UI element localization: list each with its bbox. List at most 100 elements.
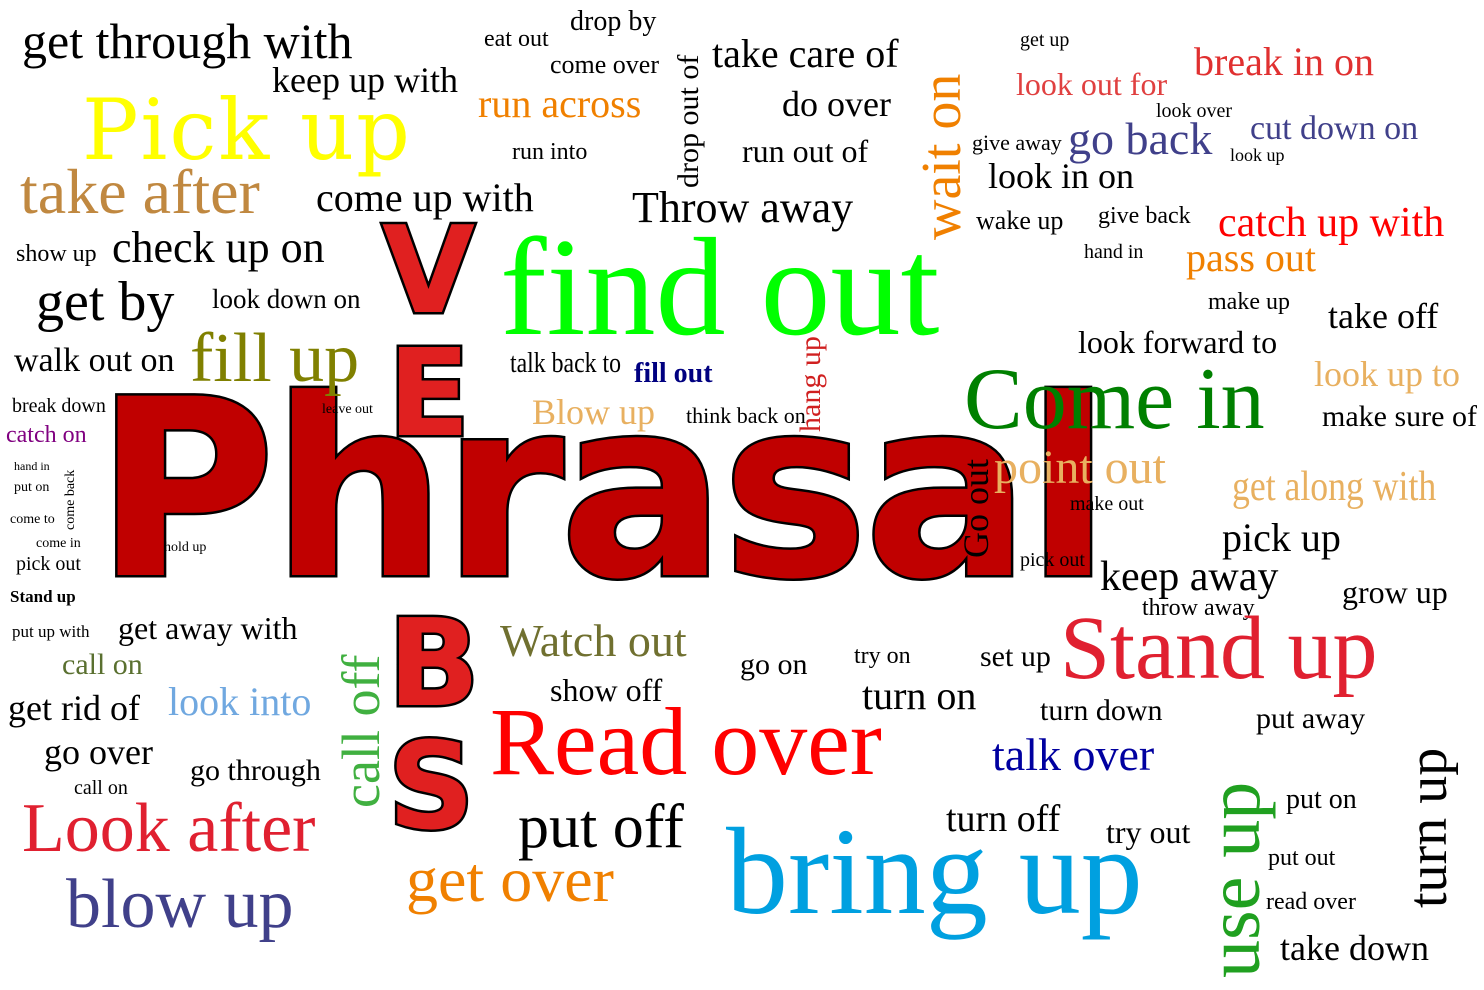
phrase: grow up — [1342, 574, 1448, 610]
phrase: leave out — [322, 402, 373, 417]
phrase: get along with — [1232, 464, 1437, 510]
phrase: blow up — [66, 866, 294, 943]
phrase: Stand up — [1060, 599, 1378, 698]
phrase: call on — [62, 648, 143, 681]
phrase: turn on — [862, 673, 977, 718]
phrase: fill out — [634, 358, 713, 389]
phrase: put up with — [12, 622, 90, 641]
phrase: find out — [500, 210, 940, 365]
phrase: put away — [1256, 702, 1366, 735]
phrase: take off — [1328, 296, 1439, 336]
phrase: keep away — [1100, 554, 1279, 600]
phrase: go back — [1068, 113, 1213, 164]
phrase: Stand up — [10, 587, 76, 606]
phrase: turn off — [946, 798, 1061, 840]
phrase: try out — [1106, 814, 1191, 850]
phrase: Look after — [22, 790, 316, 867]
phrase: look up — [1230, 145, 1285, 165]
phrase: hand in — [1084, 241, 1144, 263]
phrase: Read over — [490, 688, 882, 795]
phrase: talk over — [992, 729, 1155, 780]
phrase: look over — [1156, 100, 1233, 122]
phrase: cut down on — [1250, 110, 1419, 147]
phrase: run out of — [742, 133, 869, 169]
phrase: do over — [782, 84, 891, 124]
phrase: make sure of — [1322, 400, 1477, 433]
phrase: give away — [972, 130, 1062, 155]
phrase: put on — [1286, 784, 1357, 815]
title-letter-b: B — [385, 595, 481, 734]
phrase: get up — [1020, 29, 1070, 51]
phrase: throw away — [1142, 595, 1255, 621]
phrase: get rid of — [8, 688, 140, 728]
phrase: talk back to — [510, 348, 622, 379]
phrase: take care of — [712, 31, 899, 76]
phrase: get over — [406, 844, 614, 915]
phrase: go over — [44, 732, 153, 772]
phrase: Blow up — [532, 392, 656, 432]
phrase: call on — [74, 777, 128, 799]
phrase: look down on — [212, 284, 361, 314]
phrase: look out for — [1016, 66, 1168, 102]
phrase: give back — [1098, 203, 1191, 229]
title-letter-e: E — [386, 325, 473, 464]
phrase: walk out on — [14, 342, 175, 379]
phrase: try on — [854, 643, 911, 669]
phrase: use up — [1192, 781, 1276, 978]
phrase: drop out of — [672, 54, 705, 188]
title-phrasal: Phrasal — [93, 348, 1113, 634]
phrase: pass out — [1186, 235, 1316, 280]
phrase: read over — [1266, 889, 1356, 915]
phrase: come over — [550, 50, 660, 79]
phrase: bring up — [726, 803, 1143, 940]
phrase: point out — [994, 441, 1167, 494]
phrase: go on — [740, 648, 808, 681]
phrase: fill up — [190, 320, 360, 397]
phrase: set up — [980, 640, 1051, 673]
phrase: come in — [36, 536, 81, 551]
phrase: check up on — [112, 223, 325, 272]
phrase: look into — [168, 679, 312, 724]
phrase: make out — [1070, 493, 1144, 515]
phrase: wake up — [976, 206, 1064, 235]
phrase: get through with — [22, 13, 353, 69]
phrase: look up to — [1314, 354, 1461, 394]
phrase: break in on — [1194, 39, 1374, 84]
phrase: catch up with — [1218, 200, 1445, 246]
phrase: put on — [14, 480, 50, 495]
phrase: hold up — [164, 540, 207, 555]
phrase: Go out — [956, 459, 996, 558]
phrase: keep up with — [272, 60, 458, 100]
phrase: break down — [12, 395, 106, 417]
phrase: come to — [10, 512, 55, 527]
phrase: come up with — [316, 175, 534, 220]
phrase: catch on — [6, 422, 87, 448]
phrase: turn down — [1040, 694, 1163, 727]
phrase: Pick up — [82, 81, 412, 179]
phrase: take down — [1280, 928, 1429, 968]
phrase: look in on — [988, 156, 1135, 196]
phrase: think back on — [686, 403, 806, 428]
phrase: call off — [331, 654, 391, 808]
phrase: pick out — [1020, 549, 1085, 571]
phrase: pick up — [1222, 515, 1341, 560]
phrase: Watch out — [500, 615, 687, 666]
phrase: put out — [1268, 845, 1336, 871]
phrase: put off — [518, 793, 684, 861]
phrase: come back — [63, 469, 78, 530]
phrase: turn up — [1397, 747, 1459, 908]
phrase: get by — [36, 271, 175, 333]
phrase: drop by — [570, 6, 657, 37]
phrase: run across — [478, 81, 642, 126]
title-letter-s: S — [385, 718, 476, 857]
phrase: take after — [20, 156, 260, 227]
phrase: Throw away — [632, 183, 854, 232]
phrase: get away with — [118, 610, 298, 646]
phrase: go through — [190, 754, 321, 787]
phrase: wait on — [911, 73, 973, 240]
title-letter-v: V — [380, 202, 478, 341]
phrase: show up — [16, 241, 97, 267]
phrase: eat out — [484, 26, 549, 52]
phrase: look forward to — [1078, 324, 1278, 360]
